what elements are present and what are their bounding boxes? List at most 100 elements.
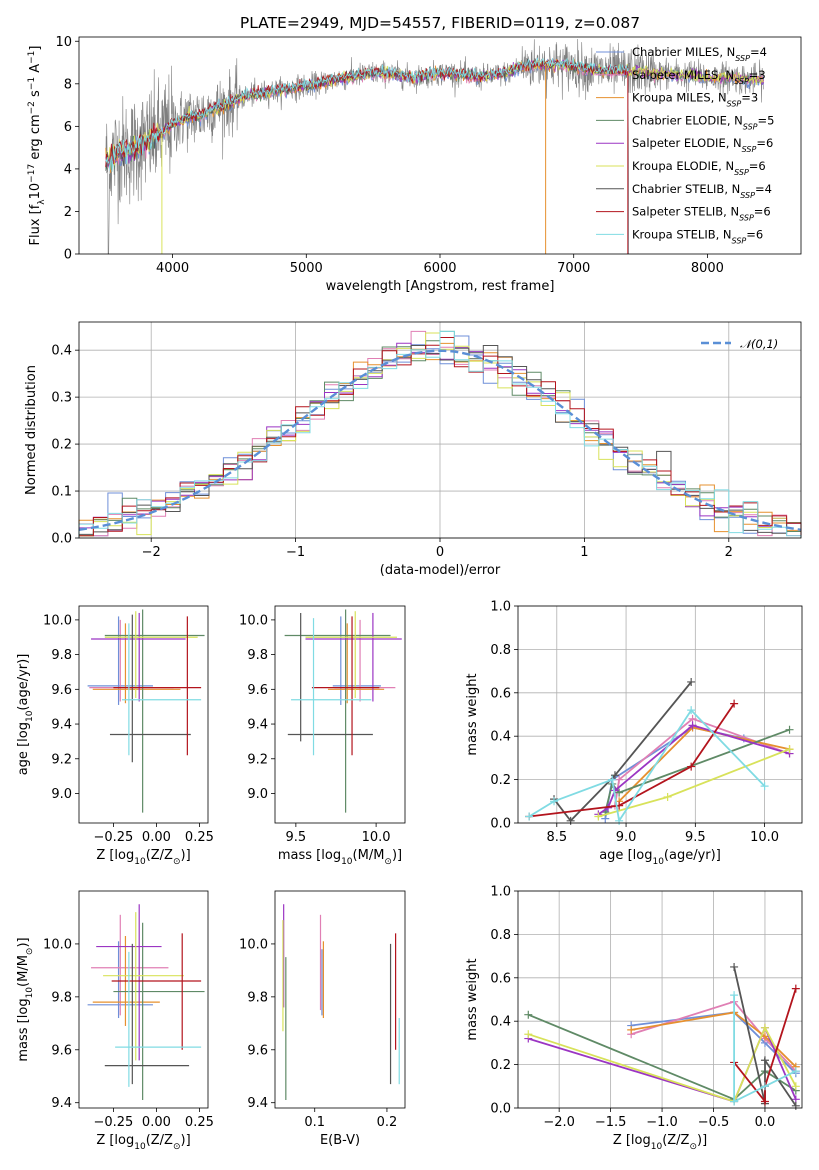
figure-title: PLATE=2949, MJD=54557, FIBERID=0119, z=0… — [240, 14, 640, 32]
residuals-histogram-panel: −2 −1 0 1 2 0.0 0.1 0.2 0.3 0.4 Normed distributio… — [24, 321, 802, 578]
x-tick-label: −0.25 — [93, 1115, 133, 1130]
x-tick-label: −0.5 — [698, 1115, 730, 1130]
label-part: age [log — [16, 722, 31, 775]
mass-weight-point — [791, 984, 800, 993]
label-part: −17 — [27, 164, 37, 183]
mass-vs-ebv-panel: 0.1 0.2 9.4 9.6 9.8 10.0 E(B-V) — [239, 890, 406, 1148]
x-tick-label: −1.0 — [646, 1115, 678, 1130]
y-tick-label: 10.0 — [239, 937, 268, 952]
mass-weight-series-line — [528, 708, 766, 824]
label-part: )] — [181, 1133, 191, 1148]
label-part: 10 — [25, 710, 35, 722]
x-axis-label: Z [log10(Z/Z⊙)] — [613, 1133, 707, 1152]
x-tick-label: 0.00 — [142, 830, 171, 845]
legend-label-value: =4 — [755, 182, 772, 196]
legend-label: Chabrier ELODIE, NSSP=5 — [632, 113, 774, 130]
mass-weight-series-line — [733, 995, 797, 1103]
x-tick-label: 4000 — [156, 261, 189, 276]
mass-weight-point — [730, 699, 739, 708]
mass-weight-series-line — [630, 1000, 797, 1072]
residual-histogram-step — [78, 330, 802, 538]
legend-label: Chabrier STELIB, NSSP=4 — [632, 182, 772, 200]
label-part: (age/yr)] — [664, 848, 721, 863]
label-part: )] — [697, 1133, 707, 1148]
legend-label-value: =6 — [756, 136, 773, 150]
mass-weight-point — [524, 1030, 533, 1039]
mass-weight-point — [627, 1025, 636, 1034]
label-part: 10 — [134, 857, 146, 867]
x-tick-label: −0.25 — [93, 830, 133, 845]
y-axis-label: Normed distribution — [24, 365, 39, 495]
y-tick-label: 1.0 — [490, 885, 511, 900]
y-axis-label: mass [log10(M/M⊙)] — [16, 937, 35, 1061]
y-tick-label: 0.6 — [490, 971, 511, 986]
y-tick-label: 0.0 — [51, 532, 72, 547]
y-axis-label: mass weight — [465, 673, 480, 755]
x-axis-label: (data-model)/error — [380, 563, 501, 578]
y-tick-label: 0.4 — [51, 344, 72, 359]
mass-weight-point — [785, 725, 794, 734]
legend-label-sub: SSP — [734, 76, 749, 85]
label-part: (data-model)/error — [380, 563, 501, 578]
mass-weight-point — [687, 762, 696, 771]
weight-vs-age-panel: 8.5 9.0 9.5 10.0 0.0 0.2 0.4 0.6 0.8 1.0 mass weig… — [465, 600, 803, 867]
x-tick-label: 9.5 — [685, 830, 706, 845]
y-tick-label: 9.4 — [247, 1096, 268, 1111]
label-part: ⊙ — [384, 857, 392, 867]
mass-weight-point — [524, 1010, 533, 1019]
label-part: 10 — [28, 183, 43, 200]
x-axis-label: Z [log10(Z/Z⊙)] — [96, 1133, 190, 1152]
x-tick-label: −1.5 — [595, 1115, 627, 1130]
label-part: age [log — [599, 848, 652, 863]
legend-label-sub: SSP — [739, 213, 754, 222]
y-tick-label: 9.6 — [51, 683, 72, 698]
mass-weight-point — [760, 782, 769, 791]
label-part: ] — [28, 46, 43, 51]
legend-label-main: Kroupa STELIB, N — [632, 227, 732, 241]
model-spectrum-line — [105, 57, 629, 255]
label-part: (Z/Z — [146, 848, 173, 863]
legend-label: Kroupa STELIB, NSSP=6 — [632, 227, 763, 245]
axes-frame — [274, 605, 406, 824]
legend-label: Kroupa MILES, NSSP=3 — [632, 91, 758, 109]
legend-label-main: Salpeter STELIB, N — [632, 205, 739, 219]
mass-weight-point — [791, 1101, 800, 1110]
label-part: s — [28, 90, 43, 101]
y-tick-label: 9.0 — [247, 787, 268, 802]
label-part: −2 — [27, 101, 37, 114]
age-vs-mass-panel: 9.5 10.0 9.0 9.2 9.4 9.6 9.8 10.0 mass [log10(M/… — [239, 605, 406, 867]
y-tick-label: 2 — [64, 205, 72, 220]
mass-weight-point — [610, 771, 619, 780]
legend-label: Salpeter ELODIE, NSSP=6 — [632, 136, 773, 154]
x-tick-label: 6000 — [423, 261, 456, 276]
y-axis-label: mass weight — [465, 958, 480, 1040]
y-tick-label: 0.2 — [490, 1058, 511, 1073]
label-part: )] — [16, 937, 31, 947]
label-part: λ — [37, 199, 47, 205]
y-tick-label: 9.2 — [51, 752, 72, 767]
legend-label: Kroupa ELODIE, NSSP=6 — [632, 159, 766, 177]
legend-label-value: =6 — [746, 227, 763, 241]
axes-frame — [78, 890, 209, 1109]
axes-frame — [517, 605, 803, 824]
x-tick-label: 2 — [725, 545, 733, 560]
label-part: )] — [392, 848, 402, 863]
x-tick-label: −1 — [286, 545, 305, 560]
y-axis-label: age [log10(age/yr)] — [16, 654, 35, 776]
legend-label-value: =3 — [741, 91, 758, 105]
x-tick-label: 10.0 — [362, 830, 391, 845]
y-tick-label: 10.0 — [239, 613, 268, 628]
y-tick-label: 6 — [64, 120, 72, 135]
label-part: Z [log — [613, 1133, 651, 1148]
y-tick-label: 9.8 — [51, 648, 72, 663]
legend-label-main: Kroupa MILES, N — [632, 91, 727, 105]
x-tick-label: 8.5 — [546, 830, 567, 845]
legend-label-sub: SSP — [742, 145, 757, 154]
normal-distribution-curve — [78, 349, 802, 531]
label-part: (M/M — [353, 848, 385, 863]
y-tick-label: 1.0 — [490, 600, 511, 615]
mass-weight-point — [791, 1067, 800, 1076]
mass-weight-point — [760, 1056, 769, 1065]
label-part: ⊙ — [173, 857, 181, 867]
